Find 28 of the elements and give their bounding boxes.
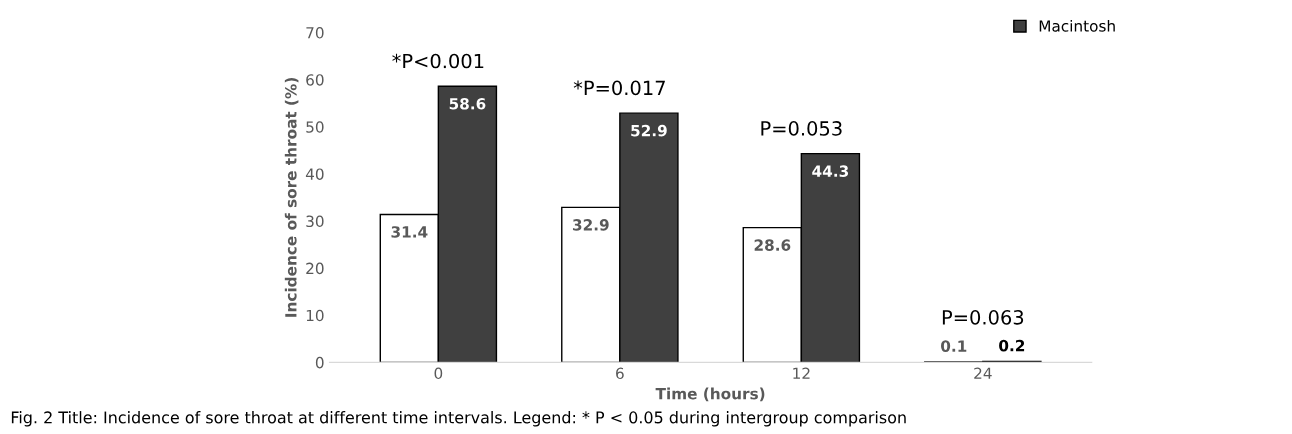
legend-label: Macintosh (1039, 19, 1115, 32)
data-label: 44.3 (812, 165, 849, 177)
annotation: *P<0.001 (392, 53, 484, 69)
annotation: *P=0.017 (573, 80, 665, 96)
x-tick-label: 12 (793, 367, 810, 379)
data-label: 0.1 (941, 340, 967, 352)
x-tick-label: 0 (434, 367, 443, 380)
data-label: 32.9 (572, 219, 609, 231)
data-label: 52.9 (631, 124, 667, 137)
y-tick-label: 70 (306, 27, 324, 39)
x-axis-title: Time (hours) (655, 387, 765, 402)
data-label: 58.6 (449, 97, 486, 110)
y-tick-label: 10 (306, 309, 324, 322)
x-tick-label: 6 (616, 367, 624, 380)
data-label: 0.2 (999, 339, 1025, 352)
y-tick-label: 60 (306, 74, 324, 86)
y-tick-label: 20 (306, 262, 324, 275)
annotation: P=0.063 (942, 309, 1024, 325)
y-tick-label: 0 (315, 356, 324, 369)
y-tick-label: 50 (306, 121, 324, 133)
x-tick-label: 24 (974, 367, 992, 379)
data-label: 31.4 (391, 226, 428, 238)
y-tick-label: 40 (305, 168, 324, 180)
data-label: 28.6 (754, 239, 791, 251)
caption: Fig. 2 Title: Incidence of sore throat at different time intervals. Legend: * P < 0.05 during intergroup comparison (11, 411, 906, 427)
annotation: P=0.053 (761, 121, 842, 136)
y-axis-title: Incidence of sore throat (%) (284, 78, 299, 317)
y-tick-label: 30 (306, 215, 324, 228)
